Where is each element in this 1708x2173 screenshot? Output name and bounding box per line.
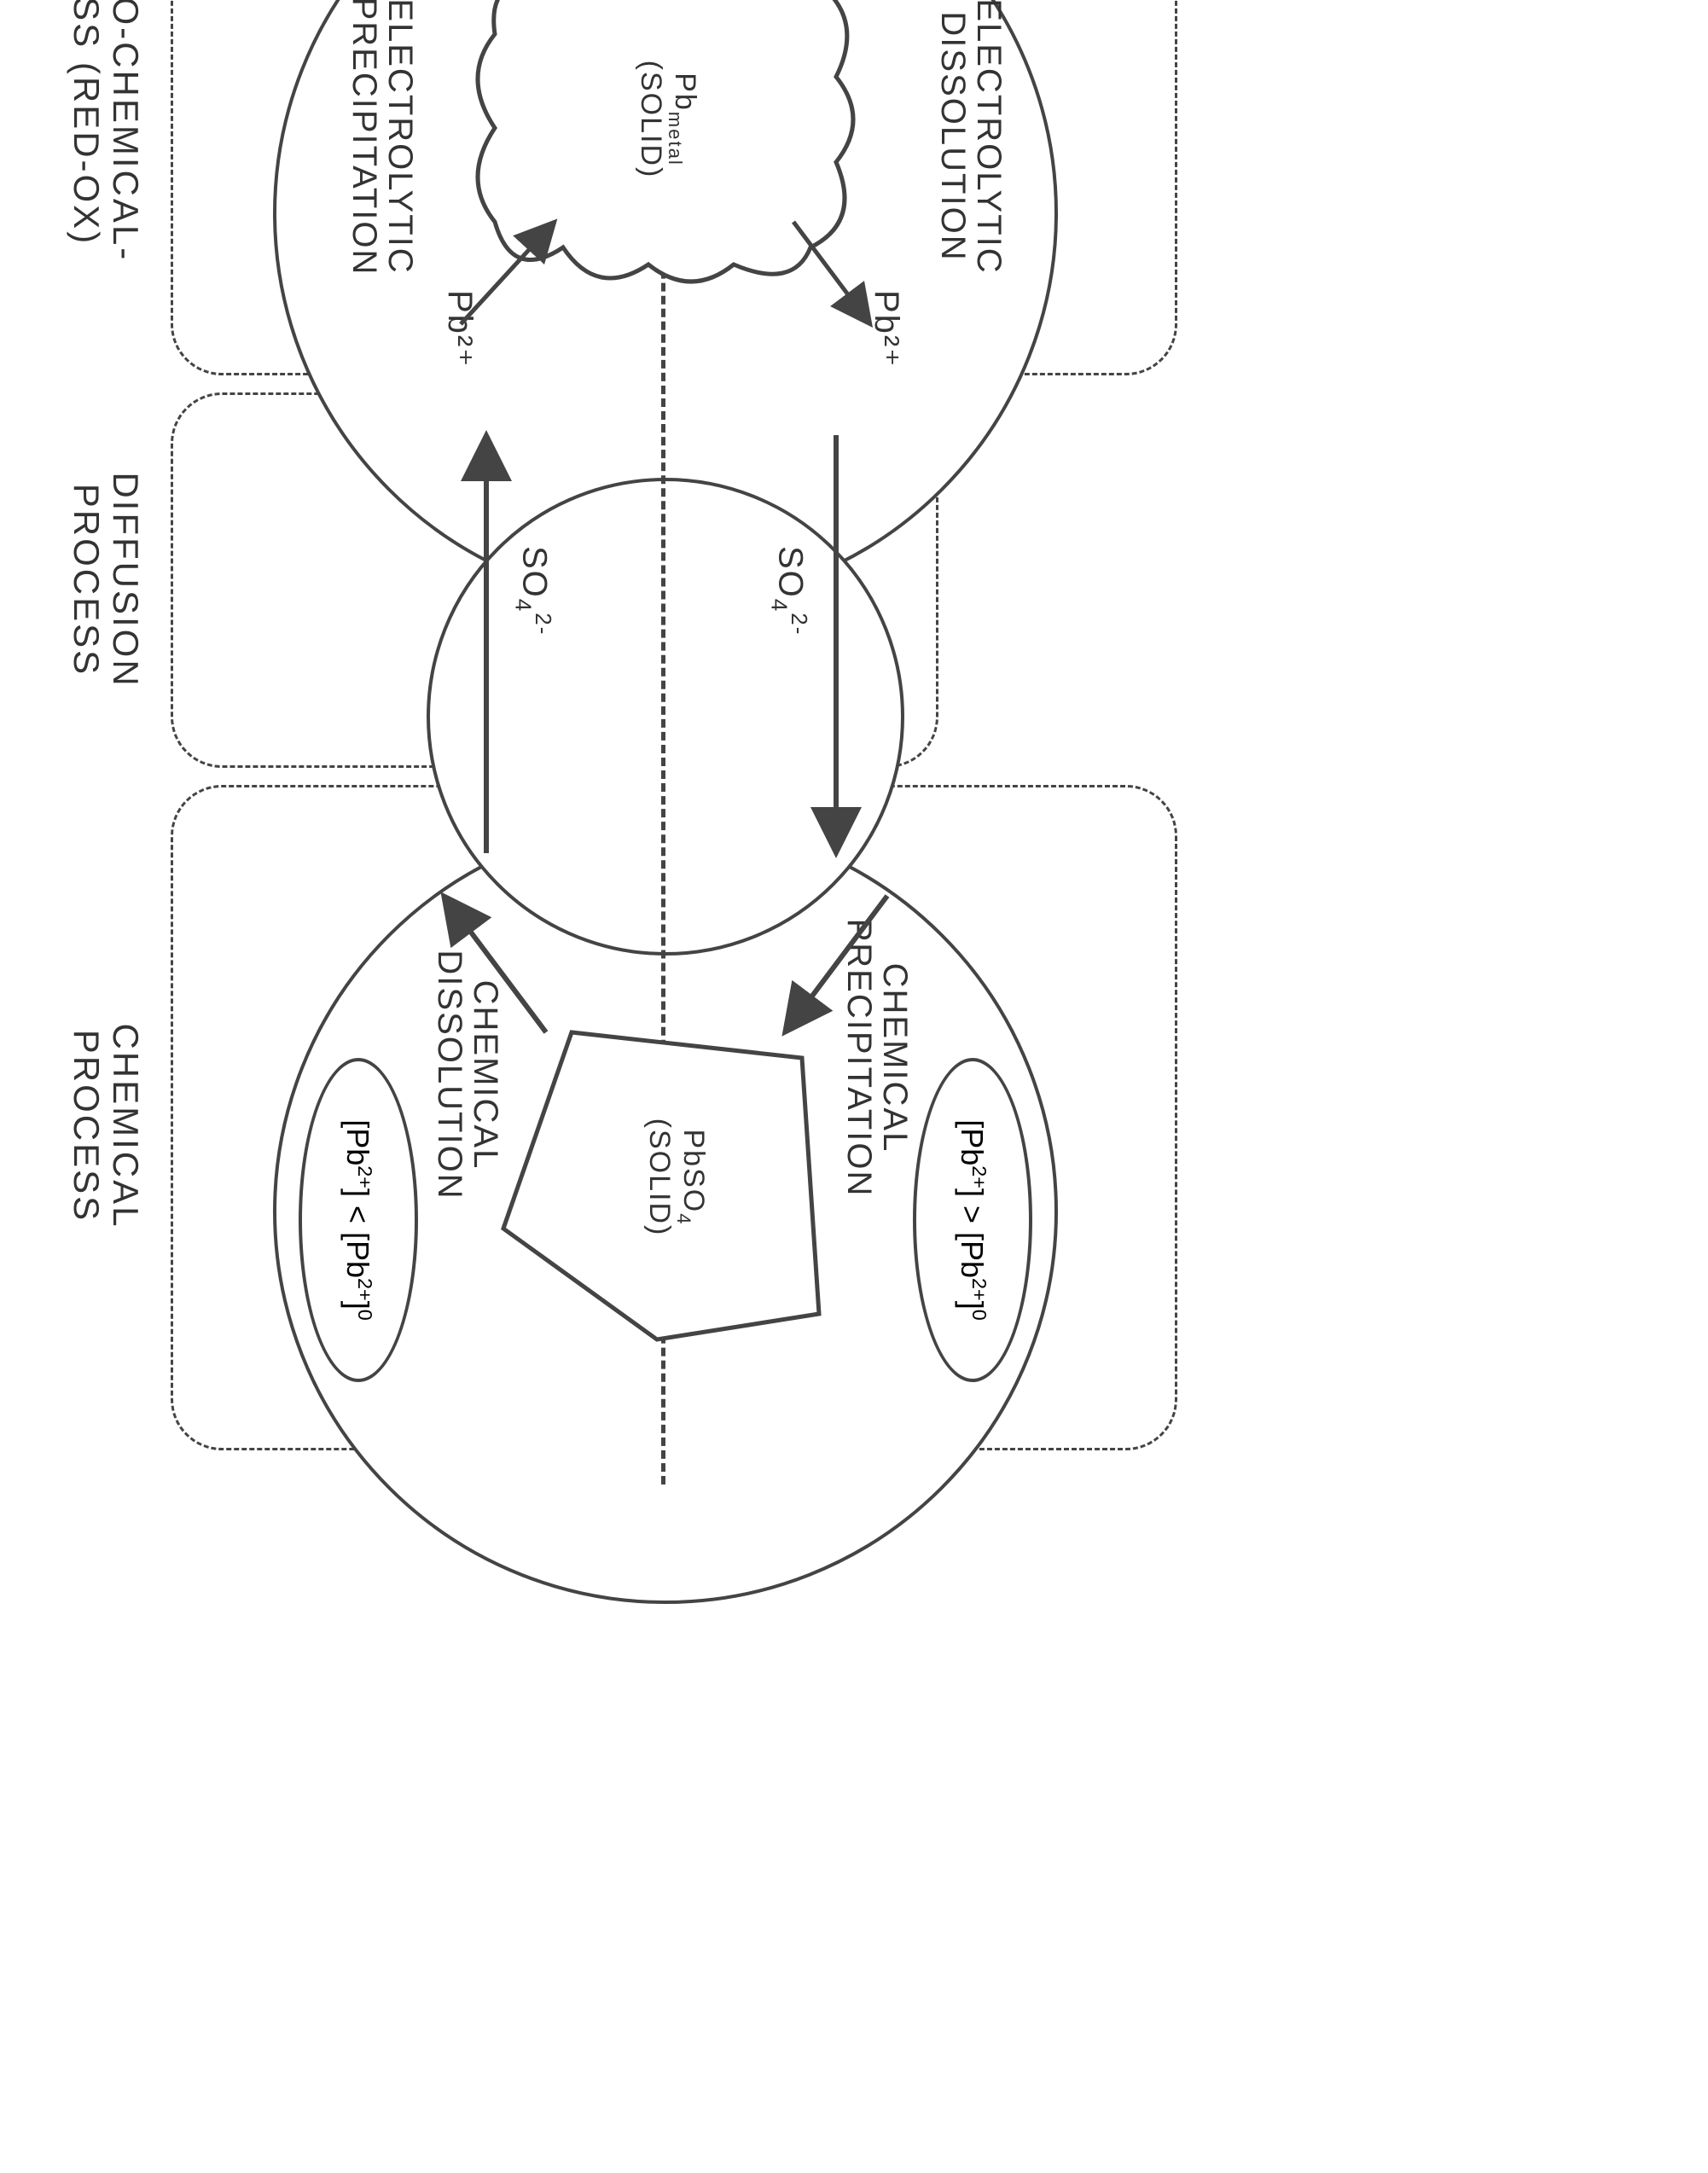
arrow-chem-top — [764, 879, 904, 1049]
diagram: DISCHARGE CHARGE CURRENT COLLECTOR Pbmet… — [0, 0, 1280, 1536]
caption-diffusion: DIFFUSION PROCESS — [67, 444, 145, 717]
pbso4-text: PbSO4 (SOLID) — [643, 1075, 708, 1280]
arrow-so4-bot — [465, 427, 503, 870]
arrow-so4-top — [815, 427, 853, 870]
diagram-rotated: DISCHARGE CHARGE CURRENT COLLECTOR Pbmet… — [290, 0, 1655, 1655]
so4-top: SO42- — [767, 546, 810, 636]
bubble-top: [Pb2+] > [Pb2+]0 — [913, 1058, 1032, 1382]
caption-electro: ELECTRO-CHEMICAL- PROCESS (RED-OX) — [67, 0, 145, 290]
caption-chemical: CHEMICAL PROCESS — [67, 990, 145, 1263]
arrow-pb-top — [772, 205, 879, 341]
pb-metal-text: Pbmetal (SOLID) — [635, 0, 700, 247]
arrow-pb-bot — [448, 205, 563, 341]
arrow-e-bot — [456, 0, 572, 9]
page: DISCHARGE CHARGE CURRENT COLLECTOR Pbmet… — [34, 34, 1672, 2139]
arrow-chem-bot — [422, 879, 563, 1049]
so4-bot: SO42- — [511, 546, 555, 636]
electrolytic-precipitation: ELECTROLYTIC PRECIPITATION — [346, 0, 418, 307]
electrolytic-dissolution: ELECTROLYTIC DISSOLUTION — [935, 0, 1007, 307]
bubble-bot: [Pb2+] < [Pb2+]0 — [299, 1058, 418, 1382]
arrow-e-top — [755, 0, 862, 9]
